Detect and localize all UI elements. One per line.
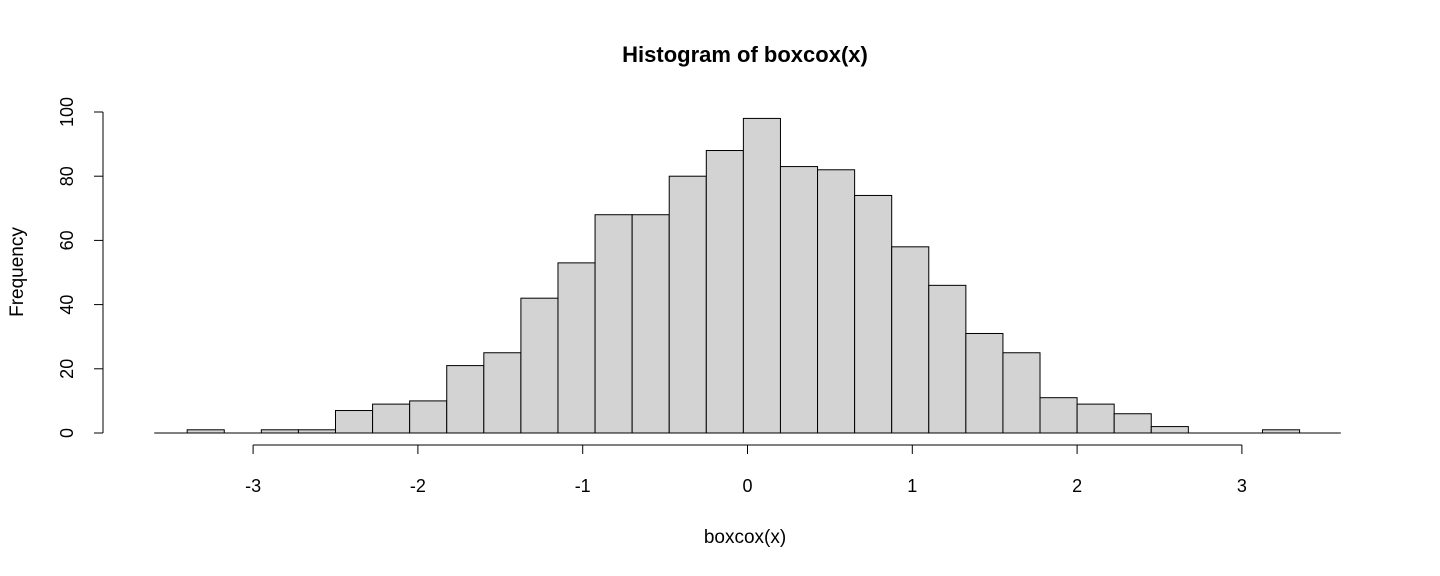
histogram-bar: [668, 175, 707, 434]
y-tick-label: 60: [57, 230, 77, 250]
histogram-bar: [779, 166, 819, 434]
histogram-bar: [483, 352, 522, 434]
histogram-bar: [335, 410, 374, 434]
x-tick-label: 3: [1237, 476, 1247, 496]
histogram-bar: [446, 365, 485, 434]
x-tick-label: 0: [742, 476, 752, 496]
histogram-bar: [965, 332, 1004, 434]
histogram-bar: [557, 262, 596, 434]
y-tick-label: 100: [57, 97, 77, 127]
chart-title: Histogram of boxcox(x): [622, 42, 868, 67]
histogram-bar: [1002, 352, 1041, 434]
x-tick-label: -1: [575, 476, 591, 496]
histogram-bar: [594, 214, 633, 434]
histogram-bar: [705, 150, 744, 434]
y-axis-label: Frequency: [7, 227, 28, 317]
x-tick-label: 1: [907, 476, 917, 496]
bars-group: [186, 117, 1301, 434]
histogram-bar: [891, 246, 930, 434]
histogram-bar: [817, 169, 856, 434]
x-tick-label: 2: [1072, 476, 1082, 496]
y-axis: 0 20 40 60 80 100: [57, 97, 104, 438]
histogram-bar: [409, 400, 448, 434]
histogram-bar: [1076, 403, 1115, 434]
histogram-bar: [1150, 426, 1189, 434]
y-tick-label: 20: [57, 359, 77, 379]
x-tick-label: -2: [410, 476, 426, 496]
histogram-bar: [1113, 413, 1152, 434]
x-axis: -3 -2 -1 0 1 2 3: [245, 444, 1247, 496]
histogram-bar: [854, 194, 893, 434]
histogram-bar: [372, 403, 411, 434]
histogram-bar: [520, 297, 559, 434]
x-axis-label: boxcox(x): [704, 527, 786, 548]
histogram-bar: [631, 214, 670, 434]
histogram-bar: [742, 117, 781, 434]
x-tick-label: -3: [245, 476, 261, 496]
y-tick-label: 40: [57, 295, 77, 315]
histogram-bar: [1039, 397, 1078, 434]
histogram-bar: [928, 284, 967, 434]
y-tick-label: 0: [57, 428, 77, 438]
y-tick-label: 80: [57, 166, 77, 186]
